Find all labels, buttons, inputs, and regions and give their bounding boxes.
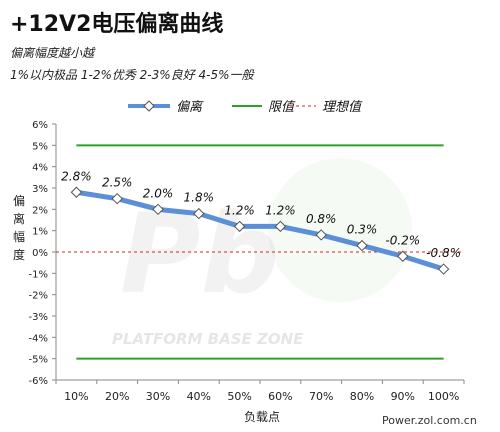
data-point-marker [274,220,287,233]
y-axis-label-char: 离 [12,212,25,226]
y-tick-label: 3% [32,184,48,195]
chart-title: +12V2电压偏离曲线 [10,12,224,37]
legend-label-ideal: 理想值 [322,100,362,115]
deviation-series-line [73,189,447,272]
x-tick-label: 80% [350,390,374,403]
y-axis-label-char: 幅 [12,230,25,244]
data-point-marker [356,239,368,252]
data-point-marker [233,220,246,233]
y-tick-label: 4% [32,163,48,174]
y-tick-label: 6% [32,120,48,131]
y-tick-label: 1% [32,227,48,238]
x-tick-label: 50% [227,390,251,403]
data-label: 1.8% [184,191,215,205]
x-tick-label: 30% [146,390,170,403]
y-axis-label-char: 偏 [12,194,25,208]
y-tick-label: -1% [29,269,48,280]
legend-line-solid-icon [232,104,262,107]
y-tick-label: -3% [29,312,48,323]
data-label: 1.2% [265,203,296,217]
data-label: -0.8% [426,246,461,260]
x-tick-label: 40% [187,390,211,403]
chart-axes: 6% 5% 4% 3% 2% 1% 0% -1% -2% -3% -4% -5% -6% 10% 20% 30… [29,120,465,403]
legend-label-deviation: 偏离 [176,100,203,115]
x-tick-label: 10% [64,390,88,403]
watermark-text: PLATFORM BASE ZONE [112,330,304,348]
data-point-marker [193,207,205,220]
data-label: 2.0% [143,186,174,200]
data-point-marker [111,192,123,205]
y-tick-label: 2% [32,205,48,216]
y-axis-label-char: 度 [12,248,25,262]
data-point-marker [437,263,450,275]
data-point-marker [70,186,83,198]
x-tick-label: 70% [309,390,333,403]
x-tick-label: 100% [428,390,459,403]
data-label: 2.5% [102,176,133,190]
subtitle-line-1: 偏离幅度越小越 [10,46,95,60]
x-tick-label: 60% [268,390,292,403]
legend-label-limit: 限值 [268,100,295,115]
data-label: -0.2% [385,233,420,247]
subtitle-line-2: 1%以内极品 1-2%优秀 2-3%良好 4-5%一般 [10,68,254,82]
legend-line-dashed-icon [290,105,316,106]
x-tick-label: 90% [391,390,415,403]
y-tick-label: -4% [29,333,48,344]
x-axis-label: 负载点 [244,410,281,424]
y-tick-label: -2% [29,291,48,302]
legend-line-diamond-icon [128,99,170,112]
data-point-marker [152,203,164,216]
data-point-marker [397,250,409,262]
y-tick-label: -5% [29,355,48,366]
source-credit: Power.zol.com.cn [382,414,477,427]
legend-item-deviation: 偏离 [128,96,202,115]
data-label: 0.8% [306,212,337,226]
data-point-marker [315,229,327,241]
legend-item-ideal: 理想值 [290,96,361,115]
x-tick-label: 20% [105,390,129,403]
data-label: 1.2% [224,203,255,217]
watermark-leaf [268,158,412,302]
chart-data-labels: 2.8% 2.5% 2.0% 1.8% 1.2% 1.2% 0.8% 0.3% -0.2% -0.… [61,169,461,260]
data-label: 2.8% [61,169,92,183]
chart-series [56,144,464,360]
y-tick-label: 5% [32,141,48,152]
y-tick-label: -6% [29,376,48,387]
y-tick-label: 0% [32,248,48,259]
data-label: 0.3% [347,223,378,237]
legend: 偏离 限值 理想值 [0,96,500,115]
legend-item-limit: 限值 [232,96,294,115]
